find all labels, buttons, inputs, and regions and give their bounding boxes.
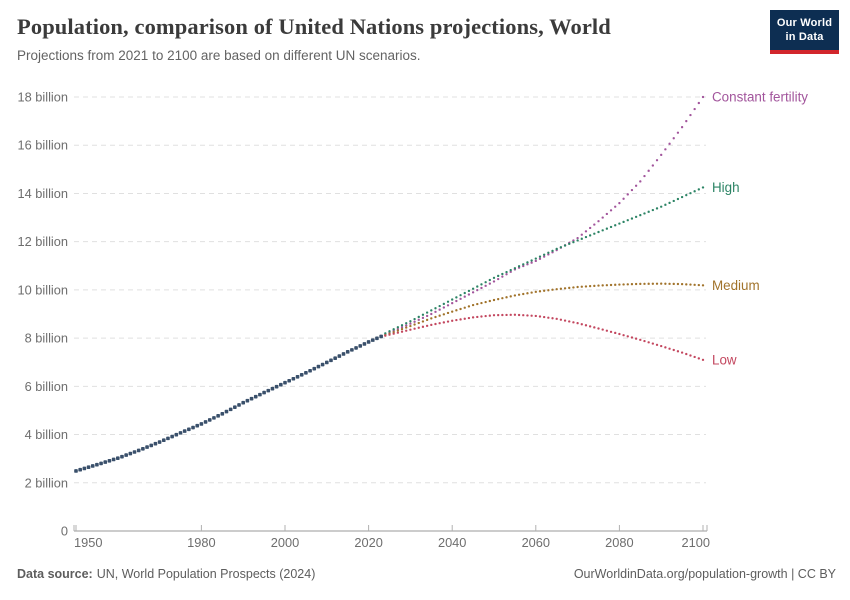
data-source-label: Data source: [17, 567, 93, 581]
chart-subtitle: Projections from 2021 to 2100 are based … [17, 48, 421, 64]
x-axis-tick-label: 2040 [438, 535, 466, 550]
series-high [384, 186, 705, 335]
y-axis-tick-label: 10 billion [17, 282, 68, 297]
y-axis-tick-label: 12 billion [17, 234, 68, 249]
chart-footer: Data source: UN, World Population Prospec… [17, 567, 836, 581]
series-label-medium: Medium [712, 278, 760, 293]
x-axis-tick-label: 2020 [354, 535, 382, 550]
series-low [384, 313, 705, 361]
owid-logo-line1: Our World [776, 17, 833, 29]
data-source-value: UN, World Population Prospects (2024) [96, 567, 316, 581]
y-axis-tick-label: 4 billion [25, 427, 68, 442]
x-axis-tick-label: 2060 [522, 535, 550, 550]
x-axis-tick-label: 2000 [271, 535, 299, 550]
page-title: Population, comparison of United Nations… [17, 14, 611, 39]
data-source: Data source: UN, World Population Prospec… [17, 567, 315, 581]
credit-link[interactable]: OurWorldinData.org/population-growth | C… [573, 567, 836, 581]
series-label-high: High [712, 180, 740, 195]
series-label-low: Low [712, 352, 737, 367]
y-axis-tick-label: 2 billion [25, 475, 68, 490]
series-medium [384, 282, 705, 337]
x-axis-tick-label: 1980 [187, 535, 215, 550]
y-axis-tick-label: 14 billion [17, 186, 68, 201]
x-axis-tick-label: 2100 [682, 535, 710, 550]
series-constant-fertility [384, 95, 705, 336]
y-axis-tick-label: 16 billion [17, 138, 68, 153]
x-axis-tick-label: 1950 [74, 535, 102, 550]
y-axis-tick-label: 6 billion [25, 379, 68, 394]
owid-logo-line2: in Data [785, 31, 824, 44]
y-axis-tick-label: 8 billion [25, 331, 68, 346]
y-axis-tick-label: 0 [61, 524, 68, 539]
series-label-constant-fertility: Constant fertility [712, 90, 808, 105]
series-historical-estimates [74, 334, 383, 473]
population-projections-chart: 0 2 billion 4 billion 6 billion 8 billion 10 … [17, 90, 808, 551]
x-axis-tick-label: 2080 [605, 535, 633, 550]
y-axis-tick-label: 18 billion [17, 90, 68, 105]
owid-logo[interactable]: Our World in Data [770, 10, 839, 54]
chart-header: Population, comparison of United Nations… [17, 13, 757, 63]
